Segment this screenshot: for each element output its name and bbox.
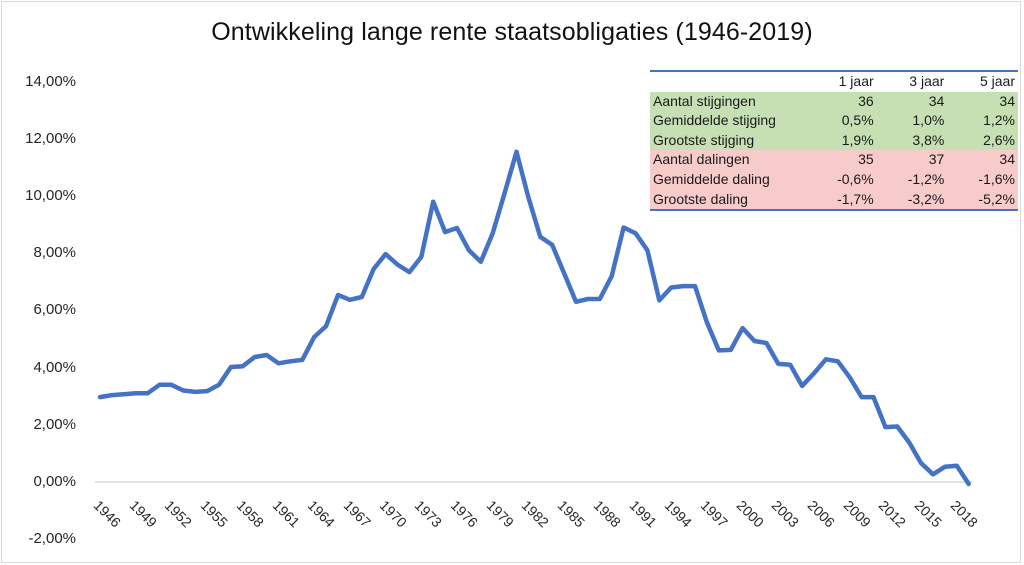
table-header-row: 1 jaar 3 jaar 5 jaar	[650, 71, 1018, 92]
y-tick-label: 6,00%	[33, 301, 76, 319]
y-tick-label: 14,00%	[25, 72, 76, 90]
cell-3-jaar: 3,8%	[876, 130, 948, 151]
row-label: Aantal dalingen	[650, 150, 806, 170]
y-tick-label: 8,00%	[33, 244, 76, 262]
series-line	[97, 149, 971, 487]
table-header-3-jaar: 3 jaar	[909, 73, 945, 89]
table-header-empty	[650, 71, 806, 92]
table-row-gemiddelde-stijging: Gemiddelde stijging 0,5% 1,0% 1,2%	[650, 111, 1018, 131]
table-row-grootste-stijging: Grootste stijging 1,9% 3,8% 2,6%	[650, 130, 1018, 151]
cell-5-jaar: 1,2%	[947, 111, 1018, 131]
y-tick-label: 4,00%	[33, 358, 76, 376]
row-label: Grootste stijging	[650, 130, 806, 151]
cell-3-jaar: 37	[876, 150, 948, 170]
statistics-table: 1 jaar 3 jaar 5 jaar Aantal stijgingen 3…	[650, 70, 1018, 212]
y-tick-label: 10,00%	[25, 187, 76, 204]
cell-3-jaar: -1,2%	[876, 169, 948, 190]
cell-1-jaar: -1,7%	[806, 189, 877, 211]
table-row-grootste-daling: Grootste daling -1,7% -3,2% -5,2%	[650, 189, 1018, 211]
cell-3-jaar: -3,2%	[876, 189, 948, 211]
cell-5-jaar: 2,6%	[947, 130, 1018, 151]
table-row-aantal-stijgingen: Aantal stijgingen 36 34 34	[650, 91, 1018, 112]
y-tick-label: 2,00%	[33, 415, 76, 433]
cell-5-jaar: -1,6%	[947, 169, 1018, 190]
table-header-5-jaar: 5 jaar	[979, 73, 1015, 89]
cell-5-jaar: -5,2%	[947, 189, 1018, 211]
table-header-1-jaar: 1 jaar	[838, 73, 874, 89]
cell-3-jaar: 1,0%	[876, 111, 948, 131]
row-label: Aantal stijgingen	[650, 91, 806, 112]
chart-title: Ontwikkeling lange rente staatsobligatie…	[211, 18, 813, 46]
row-label: Grootste daling	[650, 189, 806, 211]
y-tick-label: 12,00%	[25, 129, 76, 147]
cell-5-jaar: 34	[947, 150, 1018, 170]
cell-3-jaar: 34	[876, 91, 948, 112]
cell-1-jaar: 1,9%	[806, 130, 877, 151]
cell-1-jaar: 35	[806, 150, 877, 170]
table-row-aantal-dalingen: Aantal dalingen 35 37 34	[650, 150, 1018, 170]
cell-1-jaar: 0,5%	[806, 111, 877, 131]
row-label: Gemiddelde stijging	[650, 111, 806, 131]
cell-5-jaar: 34	[947, 91, 1018, 112]
table-row-gemiddelde-daling: Gemiddelde daling -0,6% -1,2% -1,6%	[650, 169, 1018, 190]
y-tick-label: -2,00%	[28, 530, 76, 548]
row-label: Gemiddelde daling	[650, 169, 806, 190]
y-tick-label: 0,00%	[33, 473, 76, 490]
cell-1-jaar: -0,6%	[806, 169, 877, 190]
cell-1-jaar: 36	[806, 91, 877, 112]
